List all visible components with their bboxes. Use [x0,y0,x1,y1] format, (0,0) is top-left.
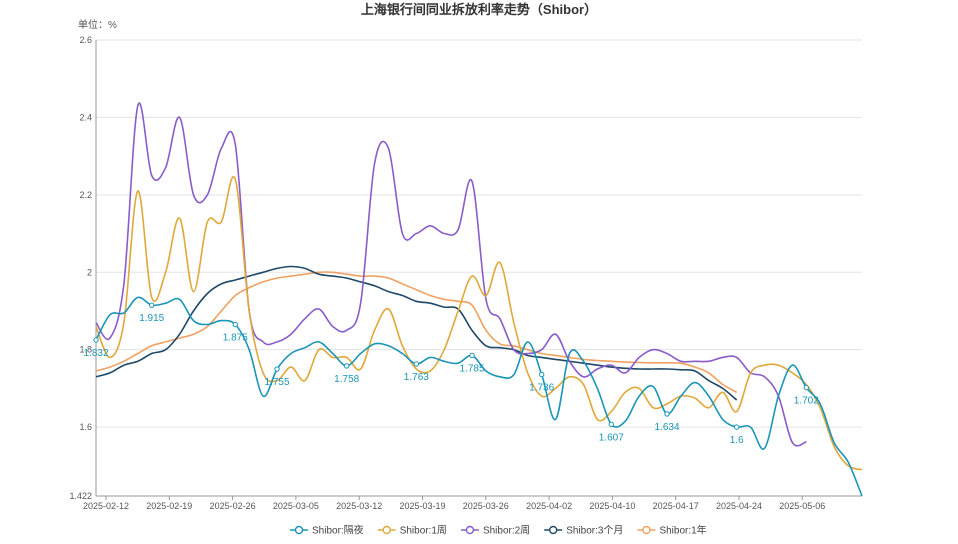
legend[interactable]: Shibor:隔夜 Shibor:1周 Shibor:2周 Shibor:3个月 Shi… [290,524,707,537]
legend-item-3[interactable]: Shibor:3个月 [544,525,623,537]
y-tick-label: 1.8 [79,345,92,355]
x-tick-label: 2025-05-06 [779,501,825,511]
legend-marker [465,525,475,535]
data-point [538,371,545,378]
x-tick-label: 2025-02-19 [146,501,192,511]
data-label: 1.6 [730,435,744,446]
x-tick-label: 2025-04-24 [716,501,762,511]
legend-marker [294,525,304,535]
data-point [413,361,420,367]
x-tick-label: 2025-03-26 [463,501,509,511]
x-tick-label: 2025-04-10 [589,501,635,511]
series-line-4 [95,271,738,394]
y-tick-label: 1.422 [69,491,92,501]
legend-label: Shibor:隔夜 [312,524,364,537]
legend-marker [642,525,651,535]
x-tick-label: 2025-04-02 [526,501,572,511]
data-label: 1.763 [404,372,429,383]
y-tick-label: 2 [87,267,92,277]
series-line-0 [95,296,863,497]
data-label: 1.736 [529,382,554,393]
chart-title: 上海银行间同业拆放利率走势（Shibor） [361,2,597,17]
data-label: 1.832 [83,348,108,359]
data-point [343,363,350,369]
data-label: 1.755 [265,377,290,388]
x-tick-label: 2025-03-12 [336,501,382,511]
data-point [664,411,670,417]
y-tick-label: 2.6 [79,35,92,45]
data-point [608,421,615,428]
legend-label: Shibor:2周 [483,525,530,537]
x-tick-label: 2025-04-17 [653,501,699,511]
legend-marker [382,525,391,535]
data-label: 1.634 [655,422,680,433]
series-line-2 [95,102,807,447]
data-point [274,366,280,372]
series-line-1 [95,175,863,471]
legend-item-0[interactable]: Shibor:隔夜 [290,524,364,537]
legend-label: Shibor:1周 [400,525,447,537]
y-tick-label: 2.4 [79,112,92,122]
x-tick-label: 2025-03-19 [399,501,445,511]
data-label: 1.607 [599,432,624,443]
data-point [469,352,475,359]
data-point [733,424,740,430]
data-label: 1.915 [139,313,164,324]
data-point [149,302,155,308]
legend-label: Shibor:1年 [659,524,706,537]
legend-item-4[interactable]: Shibor:1年 [637,524,707,537]
data-label: 1.785 [460,363,485,374]
x-tick-label: 2025-03-05 [273,501,319,511]
data-label: 1.758 [334,374,359,385]
series-lines [95,102,863,497]
legend-item-2[interactable]: Shibor:2周 [460,525,530,537]
data-point [232,321,238,328]
data-label: 1.702 [794,396,819,407]
legend-item-1[interactable]: Shibor:1周 [377,525,447,537]
y-tick-label: 2.2 [79,190,92,200]
axes: 1.422 1.6 1.8 2 2.2 2.4 2.6 2025-02-12 2025-02-1… [69,35,862,511]
data-point [93,337,99,343]
x-tick-label: 2025-02-26 [210,501,256,511]
legend-marker [548,525,558,535]
legend-label: Shibor:3个月 [566,525,623,537]
unit-label: 单位：% [78,18,117,31]
data-point [803,384,809,391]
y-tick-label: 1.6 [79,422,92,432]
data-label: 1.875 [223,333,248,344]
data-labels: 1.832 1.915 1.875 1.755 1.758 1.763 1.785 1.736… [83,302,819,446]
x-tick-label: 2025-02-12 [83,501,129,511]
